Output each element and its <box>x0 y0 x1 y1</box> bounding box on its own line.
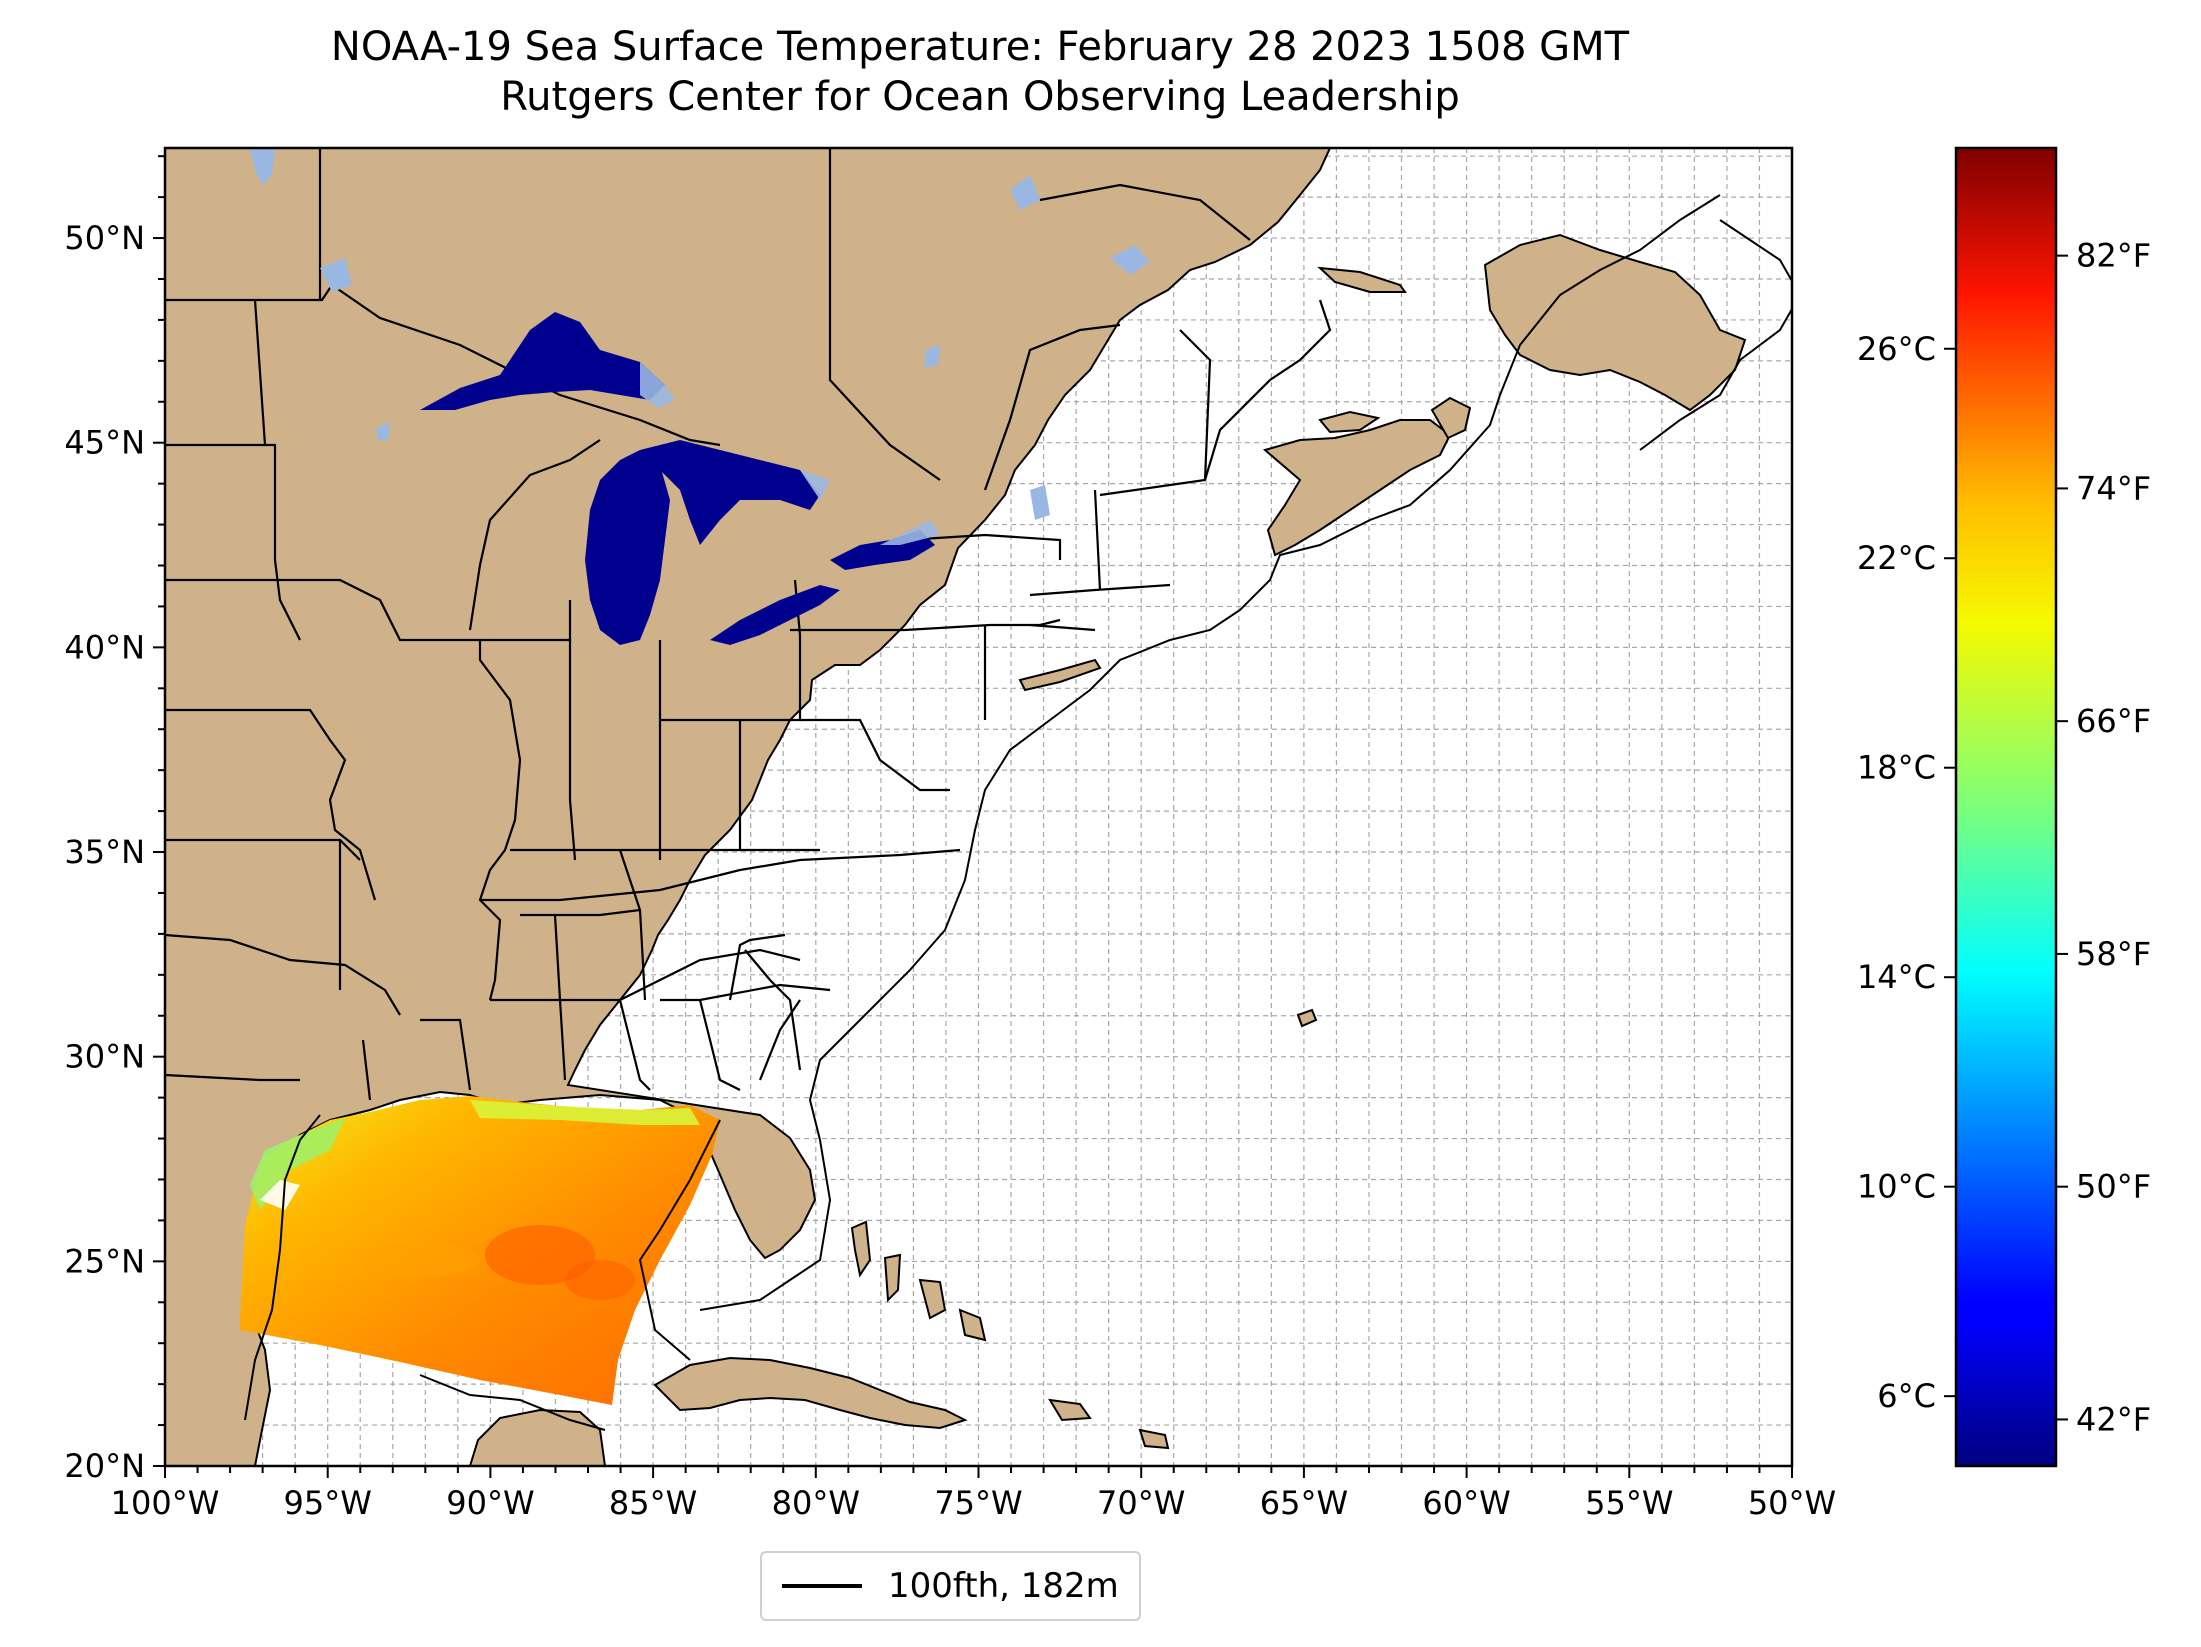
legend-label: 100fth, 182m <box>888 1566 1119 1606</box>
lake-michigan <box>585 450 670 645</box>
inland-water <box>250 148 1150 520</box>
x-axis-ticks: 100°W 95°W 90°W 85°W 80°W 75°W 70°W 65°W 60°W 55°… <box>111 1466 1836 1522</box>
x-tick-label: 50°W <box>1748 1484 1836 1522</box>
x-tick-label: 80°W <box>772 1484 860 1522</box>
lake-shallow-tint <box>640 362 940 545</box>
y-tick-label: 25°N <box>64 1242 145 1280</box>
lake-huron <box>640 440 820 545</box>
isobath-100fth <box>244 194 1792 1431</box>
legend-line-sample <box>782 1584 862 1588</box>
x-tick-label: 60°W <box>1422 1484 1510 1522</box>
land-long-island <box>1018 658 1102 692</box>
colorbar-celsius-label: 14°C <box>1857 958 1936 996</box>
land-pei <box>1318 410 1381 434</box>
land-cape-breton <box>1430 396 1472 440</box>
land-north-america <box>165 148 1332 1466</box>
y-tick-label: 45°N <box>64 424 145 462</box>
colorbar-fahrenheit-ticks: 42°F 50°F 58°F 66°F 74°F 82°F <box>2056 237 2151 1438</box>
land-cuba <box>653 1356 968 1430</box>
figure-subtitle: Rutgers Center for Ocean Observing Leade… <box>500 74 1460 120</box>
land-nova-scotia <box>1262 419 1452 557</box>
x-tick-label: 55°W <box>1585 1484 1673 1522</box>
colorbar-fahrenheit-label: 58°F <box>2076 935 2151 973</box>
lake-superior <box>420 312 665 410</box>
land-newfoundland <box>1483 233 1747 412</box>
figure-title-block: NOAA-19 Sea Surface Temperature: Februar… <box>0 22 1960 122</box>
land-anticosti <box>1317 266 1407 293</box>
y-tick-label: 30°N <box>64 1038 145 1076</box>
colorbar-celsius-label: 22°C <box>1857 539 1936 577</box>
x-tick-label: 85°W <box>609 1484 697 1522</box>
lake-erie <box>710 585 840 645</box>
colorbar-celsius-ticks: 6°C 10°C 14°C 18°C 22°C 26°C <box>1857 330 1956 1415</box>
legend: 100fth, 182m <box>760 1551 1141 1621</box>
x-tick-label: 65°W <box>1260 1484 1348 1522</box>
colorbar-celsius-label: 26°C <box>1857 330 1936 368</box>
y-tick-label: 35°N <box>64 833 145 871</box>
x-tick-label: 100°W <box>111 1484 220 1522</box>
colorbar-fahrenheit-label: 50°F <box>2076 1168 2151 1206</box>
x-tick-label: 70°W <box>1097 1484 1185 1522</box>
land-bahamas <box>850 1008 1318 1450</box>
sst-swath-gulf <box>240 1096 720 1405</box>
x-tick-label: 75°W <box>934 1484 1022 1522</box>
y-tick-label: 20°N <box>64 1447 145 1485</box>
colorbar-fahrenheit-label: 74°F <box>2076 469 2151 507</box>
colorbar-celsius-label: 18°C <box>1857 749 1936 787</box>
great-lakes-sst <box>420 312 935 645</box>
y-axis-ticks: 20°N 25°N 30°N 35°N 40°N 45°N 50°N <box>64 155 165 1485</box>
figure-title: NOAA-19 Sea Surface Temperature: Februar… <box>330 24 1630 70</box>
colorbar-celsius-label: 10°C <box>1857 1168 1936 1206</box>
colorbar-celsius-label: 6°C <box>1877 1377 1936 1415</box>
colorbar: 6°C 10°C 14°C 18°C 22°C 26°C 42°F 50°F 58°F 66°F… <box>1857 146 2151 1468</box>
x-tick-label: 95°W <box>284 1484 372 1522</box>
y-tick-label: 40°N <box>64 628 145 666</box>
colorbar-gradient <box>1954 146 2058 1468</box>
y-tick-label: 50°N <box>64 219 145 257</box>
political-borders <box>165 148 1332 1101</box>
x-tick-label: 90°W <box>446 1484 534 1522</box>
land-yucatan <box>468 1408 607 1466</box>
colorbar-fahrenheit-label: 42°F <box>2076 1400 2151 1438</box>
colorbar-fahrenheit-label: 82°F <box>2076 237 2151 275</box>
colorbar-fahrenheit-label: 66°F <box>2076 702 2151 740</box>
map-area <box>165 148 1792 1466</box>
